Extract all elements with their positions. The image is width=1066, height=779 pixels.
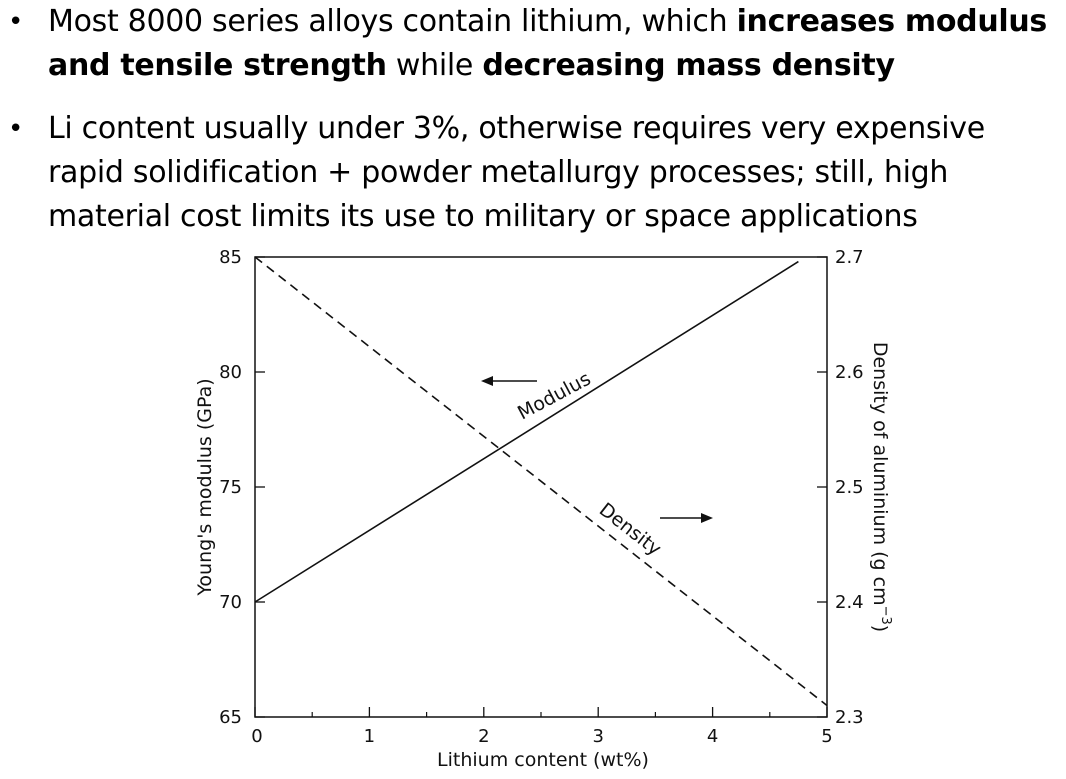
y-right-axis-ticks: 2.3 2.4 2.5 2.6 2.7: [817, 247, 864, 728]
y-left-tick-label: 85: [219, 247, 242, 268]
y-left-axis-ticks: 65 70 75 80 85: [219, 247, 265, 728]
y-right-axis-title-exponent: −3: [878, 606, 893, 625]
x-tick-label: 1: [364, 726, 375, 747]
y-right-tick-label: 2.6: [835, 362, 864, 383]
x-axis-ticks: 0 1 2 3 4 5: [251, 707, 833, 747]
y-right-axis-title-main: Density of aluminium (g cm: [869, 342, 891, 606]
y-left-axis-title: Young's modulus (GPa): [194, 378, 216, 596]
bullet-marker: •: [8, 114, 24, 144]
series-layer: [254, 256, 828, 707]
x-tick-label: 3: [592, 726, 603, 747]
bullet-marker: •: [8, 7, 24, 37]
modulus-series-line: [254, 260, 799, 603]
y-right-tick-label: 2.4: [835, 592, 864, 613]
x-axis-title: Lithium content (wt%): [437, 749, 649, 771]
y-left-tick-label: 70: [219, 592, 242, 613]
x-tick-label: 5: [821, 726, 832, 747]
y-right-axis-title-close: ): [869, 625, 891, 632]
modulus-arrowhead: [481, 376, 493, 386]
y-right-axis-title: Density of aluminium (g cm−3): [869, 342, 893, 632]
y-right-tick-label: 2.5: [835, 477, 864, 498]
density-arrowhead: [701, 513, 713, 523]
x-tick-label: 2: [478, 726, 489, 747]
y-right-tick-label: 2.3: [835, 707, 864, 728]
y-left-tick-label: 75: [219, 477, 242, 498]
y-left-tick-label: 80: [219, 362, 242, 383]
bullet-text-1: Most 8000 series alloys contain lithium,…: [48, 4, 1047, 83]
bullet-text-2: Li content usually under 3%, otherwise r…: [48, 111, 985, 234]
x-tick-label: 4: [707, 726, 718, 747]
y-left-tick-label: 65: [219, 707, 242, 728]
plot-frame: [254, 256, 828, 718]
density-series-line: [254, 256, 828, 707]
x-tick-label: 0: [251, 726, 262, 747]
density-label: Density: [595, 499, 665, 561]
y-right-tick-label: 2.7: [835, 247, 864, 268]
